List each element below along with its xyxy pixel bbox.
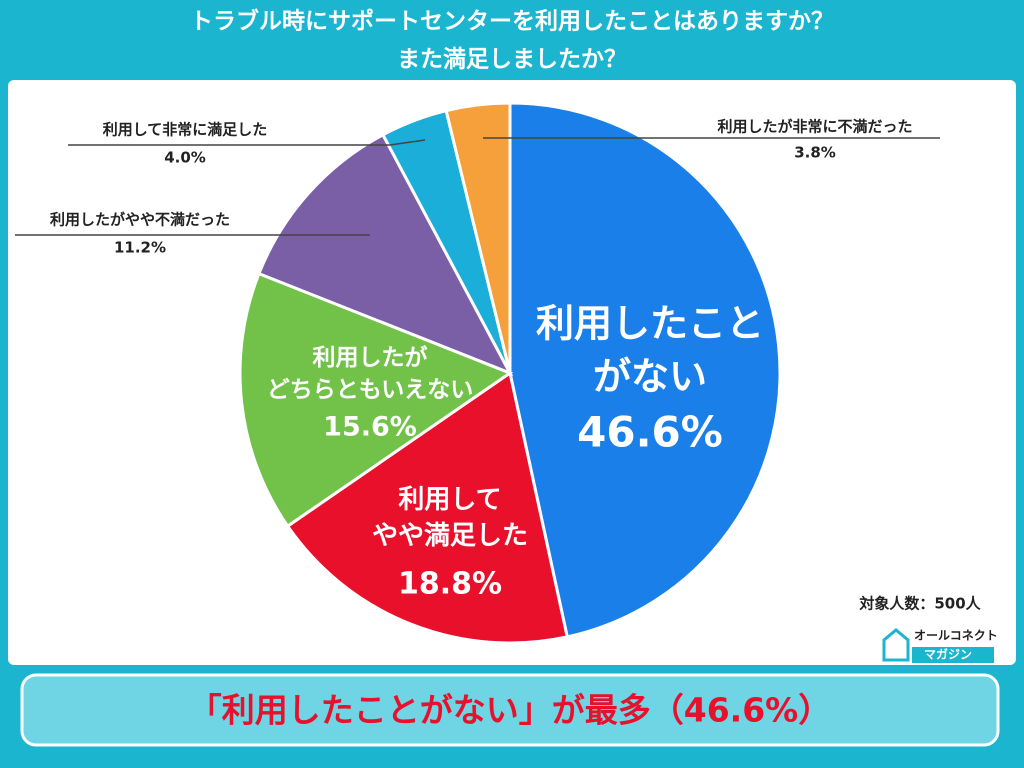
pie-slice [238, 271, 514, 529]
banner [20, 673, 1000, 747]
slice-label: 利用したが非常に不満だった [717, 118, 912, 136]
logo-band [912, 647, 994, 663]
pie-slice [444, 101, 512, 374]
slice-label: 利用してやや満足した [372, 484, 528, 550]
pie-slice [508, 101, 782, 639]
slice-label: 利用したがどちらともいえない [267, 343, 474, 402]
logo-icon [882, 628, 910, 662]
value-label: 4.0% [164, 149, 206, 167]
value-label: 46.6% [577, 408, 723, 457]
logo-text: オールコネクト [914, 629, 998, 643]
pie-slice [285, 370, 570, 645]
logo-text: マガジン [924, 647, 972, 662]
value-label: 18.8% [398, 567, 502, 602]
title-line: トラブル時にサポートセンターを利用したことはありますか？ [190, 8, 834, 35]
note: 対象人数：500人 [858, 595, 981, 613]
title-line: また満足しましたか？ [397, 47, 627, 73]
slice-label: 利用したことがない [536, 301, 764, 398]
value-label: 3.8% [794, 144, 836, 162]
value-label: 15.6% [323, 412, 417, 443]
slice-label: 利用したがやや不満だった [50, 211, 230, 229]
annotation: 「利用したことがない」が最多（46.6%） [189, 691, 832, 730]
value-label: 11.2% [114, 239, 166, 257]
leader-line [68, 139, 426, 146]
pie-slice [257, 132, 514, 376]
slice-label: 利用して非常に満足した [103, 121, 268, 139]
logo: オールコネクト マガジン [882, 628, 998, 663]
